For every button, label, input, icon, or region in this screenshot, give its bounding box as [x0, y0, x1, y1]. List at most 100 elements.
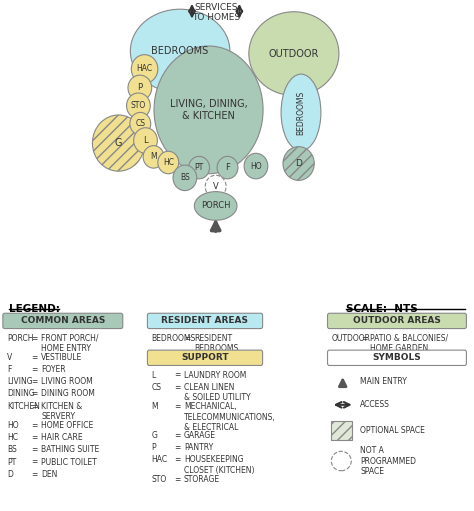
Text: DEN: DEN	[41, 470, 58, 479]
Text: =: =	[31, 457, 38, 467]
Text: SERVICES
TO HOMES: SERVICES TO HOMES	[191, 3, 240, 22]
Ellipse shape	[205, 175, 226, 198]
Text: FOYER: FOYER	[41, 365, 66, 374]
Text: PORCH: PORCH	[7, 334, 34, 343]
Text: SUPPORT: SUPPORT	[181, 353, 228, 362]
Text: M: M	[150, 152, 157, 161]
Text: LAUNDRY ROOM: LAUNDRY ROOM	[184, 370, 246, 380]
Text: HAC: HAC	[137, 64, 153, 74]
Ellipse shape	[134, 128, 157, 153]
Text: =: =	[361, 334, 367, 343]
Text: V: V	[7, 353, 12, 362]
Text: MAIN ENTRY: MAIN ENTRY	[360, 377, 407, 386]
Ellipse shape	[189, 156, 210, 179]
Text: =: =	[31, 389, 38, 399]
Ellipse shape	[244, 153, 268, 179]
Text: BEDROOMS: BEDROOMS	[152, 46, 209, 56]
Text: =: =	[174, 443, 181, 452]
Text: KITCHEN &
SERVERY: KITCHEN & SERVERY	[41, 402, 82, 421]
Text: =: =	[174, 383, 181, 392]
Text: OPTIONAL SPACE: OPTIONAL SPACE	[360, 426, 425, 435]
Text: FRONT PORCH/
HOME ENTRY: FRONT PORCH/ HOME ENTRY	[41, 334, 99, 353]
Ellipse shape	[281, 74, 321, 151]
Text: BS: BS	[180, 173, 190, 182]
Text: VESTIBULE: VESTIBULE	[41, 353, 82, 362]
Text: =: =	[174, 403, 181, 411]
Text: F: F	[7, 365, 11, 374]
Text: OUTDOOR AREAS: OUTDOOR AREAS	[353, 316, 441, 326]
Text: BEDROOMS: BEDROOMS	[297, 90, 305, 134]
Text: P: P	[152, 443, 156, 452]
Ellipse shape	[173, 165, 197, 191]
Text: GARAGE: GARAGE	[184, 431, 216, 439]
FancyBboxPatch shape	[147, 350, 263, 365]
Ellipse shape	[194, 192, 237, 220]
Text: L: L	[152, 370, 156, 380]
Text: CS: CS	[135, 119, 146, 128]
Ellipse shape	[158, 151, 179, 174]
Text: HC: HC	[163, 158, 174, 167]
Text: OUTDOOR: OUTDOOR	[269, 49, 319, 59]
Bar	[331, 421, 352, 439]
Ellipse shape	[128, 75, 152, 101]
Text: =: =	[31, 445, 38, 454]
Text: =: =	[174, 370, 181, 380]
Text: V: V	[213, 182, 219, 191]
Text: G: G	[115, 138, 122, 148]
Text: G: G	[152, 431, 157, 439]
Text: =: =	[184, 334, 191, 343]
Text: BS: BS	[7, 445, 17, 454]
Text: MECHANICAL,
TELECOMMUNICATIONS,
& ELECTRICAL: MECHANICAL, TELECOMMUNICATIONS, & ELECTR…	[184, 403, 276, 432]
Text: DINING: DINING	[7, 389, 35, 399]
Text: SYMBOLS: SYMBOLS	[373, 353, 421, 362]
Text: SCALE:  NTS: SCALE: NTS	[346, 304, 418, 314]
Text: =: =	[31, 470, 38, 479]
Text: LIVING ROOM: LIVING ROOM	[41, 377, 93, 386]
Text: PORCH: PORCH	[201, 201, 230, 211]
Text: =: =	[31, 421, 38, 430]
Text: COMMON AREAS: COMMON AREAS	[21, 316, 105, 326]
Text: L: L	[143, 136, 148, 145]
Ellipse shape	[130, 112, 151, 135]
Text: KITCHEN: KITCHEN	[7, 402, 40, 411]
Text: =: =	[31, 365, 38, 374]
Text: HAC: HAC	[152, 455, 168, 464]
Text: =: =	[31, 377, 38, 386]
Text: =: =	[31, 433, 38, 442]
Text: M: M	[152, 403, 158, 411]
Text: BEDROOMS: BEDROOMS	[152, 334, 196, 343]
Text: STO: STO	[152, 475, 167, 484]
FancyBboxPatch shape	[147, 313, 263, 329]
Text: PATIO & BALCONIES/
HOME GARDEN: PATIO & BALCONIES/ HOME GARDEN	[370, 334, 448, 353]
Text: BATHING SUITE: BATHING SUITE	[41, 445, 100, 454]
Text: OUTDOOR: OUTDOOR	[332, 334, 371, 343]
Text: HO: HO	[250, 161, 262, 171]
Text: PUBLIC TOILET: PUBLIC TOILET	[41, 457, 97, 467]
Text: ACCESS: ACCESS	[360, 400, 390, 409]
Ellipse shape	[217, 156, 238, 179]
Text: DINING ROOM: DINING ROOM	[41, 389, 95, 399]
Ellipse shape	[131, 55, 158, 83]
Text: RESIDENT AREAS: RESIDENT AREAS	[161, 316, 248, 326]
Text: HAIR CARE: HAIR CARE	[41, 433, 83, 442]
Text: =: =	[31, 334, 38, 343]
Text: =: =	[174, 455, 181, 464]
Text: HOUSEKEEPING
CLOSET (KITCHEN): HOUSEKEEPING CLOSET (KITCHEN)	[184, 455, 255, 475]
Ellipse shape	[127, 93, 150, 119]
Text: HO: HO	[7, 421, 19, 430]
FancyBboxPatch shape	[3, 313, 123, 329]
Ellipse shape	[283, 147, 314, 180]
Ellipse shape	[331, 451, 351, 471]
Ellipse shape	[130, 9, 230, 93]
Text: CLEAN LINEN
& SOILED UTILITY: CLEAN LINEN & SOILED UTILITY	[184, 383, 251, 402]
Text: =: =	[174, 475, 181, 484]
FancyBboxPatch shape	[328, 350, 466, 365]
Text: D: D	[295, 159, 302, 168]
Text: =: =	[174, 431, 181, 439]
Text: STORAGE: STORAGE	[184, 475, 220, 484]
Text: NOT A
PROGRAMMED
SPACE: NOT A PROGRAMMED SPACE	[360, 446, 416, 476]
Text: PT: PT	[194, 163, 204, 172]
Text: P: P	[137, 83, 142, 92]
Text: CS: CS	[152, 383, 162, 392]
Text: =: =	[31, 402, 38, 411]
